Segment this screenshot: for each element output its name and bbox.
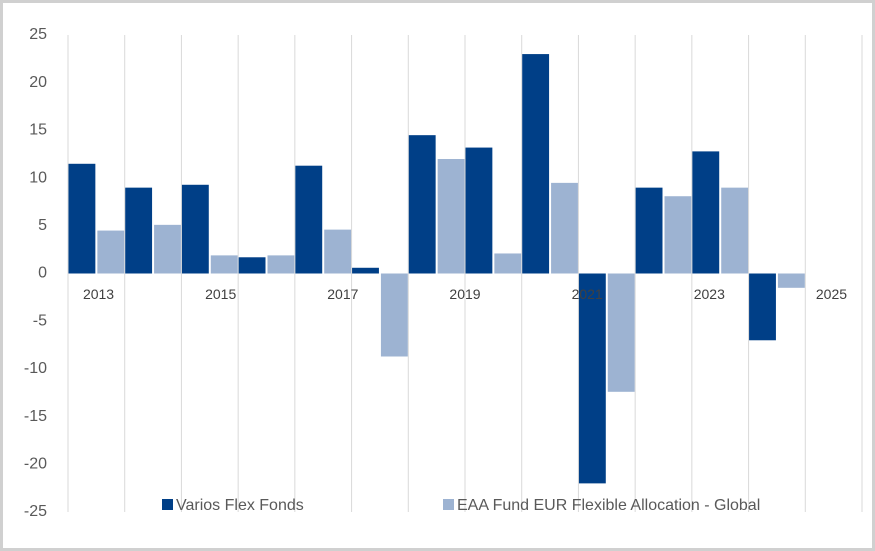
x-tick-label: 2021: [572, 286, 603, 302]
x-tick-label: 2013: [83, 286, 114, 302]
x-tick-label: 2015: [205, 286, 236, 302]
legend-swatch: [162, 499, 173, 510]
bar: [749, 273, 776, 341]
bar: [125, 187, 153, 274]
bar: [578, 273, 606, 484]
bar: [68, 163, 96, 274]
bar: [324, 229, 352, 274]
bar: [295, 165, 323, 274]
bar: [551, 182, 578, 274]
y-tick-label: 15: [29, 122, 47, 139]
legend-label: Varios Flex Fonds: [176, 497, 304, 514]
x-tick-label: 2017: [327, 286, 358, 302]
bar: [494, 253, 522, 274]
legend-swatch: [443, 499, 454, 510]
y-tick-label: -15: [24, 408, 47, 425]
bar: [635, 187, 663, 274]
y-tick-label: -5: [33, 312, 47, 329]
bar: [522, 54, 550, 274]
bar: [210, 255, 238, 274]
bar: [380, 273, 408, 357]
bar: [692, 151, 720, 274]
y-tick-label: 25: [29, 26, 47, 43]
bar: [777, 273, 805, 288]
bar: [154, 224, 181, 274]
x-tick-label: 2025: [816, 286, 847, 302]
y-tick-label: -10: [24, 360, 47, 377]
bar: [465, 147, 493, 274]
bar: [437, 159, 465, 274]
y-tick-label: 5: [38, 217, 47, 234]
bar: [97, 230, 125, 274]
bar: [664, 196, 692, 274]
x-tick-label: 2023: [694, 286, 725, 302]
bar: [267, 255, 295, 274]
legend-label: EAA Fund EUR Flexible Allocation - Globa…: [457, 497, 760, 514]
y-tick-label: 0: [38, 265, 47, 282]
bar: [607, 273, 635, 392]
y-tick-label: 10: [29, 169, 47, 186]
y-tick-label: 20: [29, 74, 47, 91]
x-tick-label: 2019: [449, 286, 480, 302]
y-tick-label: -25: [24, 503, 47, 520]
y-tick-label: -20: [24, 456, 47, 473]
bar: [721, 187, 749, 274]
bar: [238, 257, 266, 274]
bar: [181, 184, 209, 274]
bar: [352, 267, 379, 274]
bar: [408, 135, 436, 274]
